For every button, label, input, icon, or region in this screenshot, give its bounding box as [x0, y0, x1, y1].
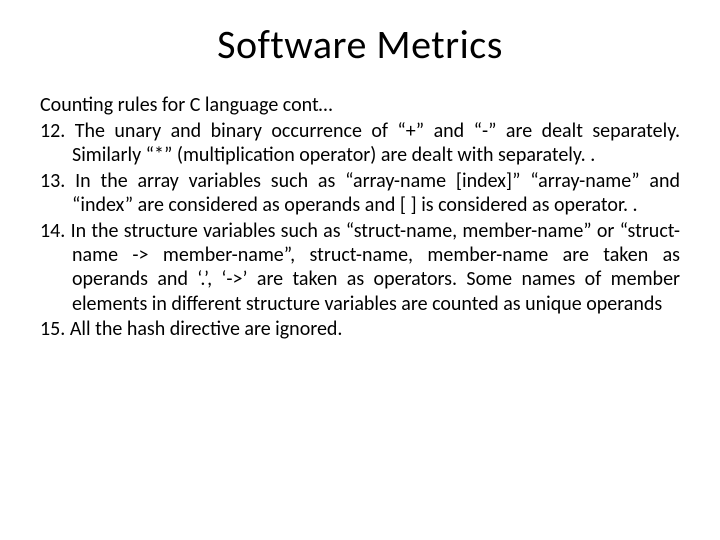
slide: Software Metrics Counting rules for C la…: [0, 0, 720, 540]
list-item: In the structure variables such as “stru…: [40, 219, 680, 317]
slide-subheading: Counting rules for C language cont…: [40, 93, 680, 117]
slide-title: Software Metrics: [40, 20, 680, 69]
list-item: All the hash directive are ignored.: [40, 317, 680, 341]
list-item: The unary and binary occurrence of “+” a…: [40, 119, 680, 168]
rules-list: The unary and binary occurrence of “+” a…: [40, 119, 680, 342]
list-item: In the array variables such as “array-na…: [40, 169, 680, 218]
